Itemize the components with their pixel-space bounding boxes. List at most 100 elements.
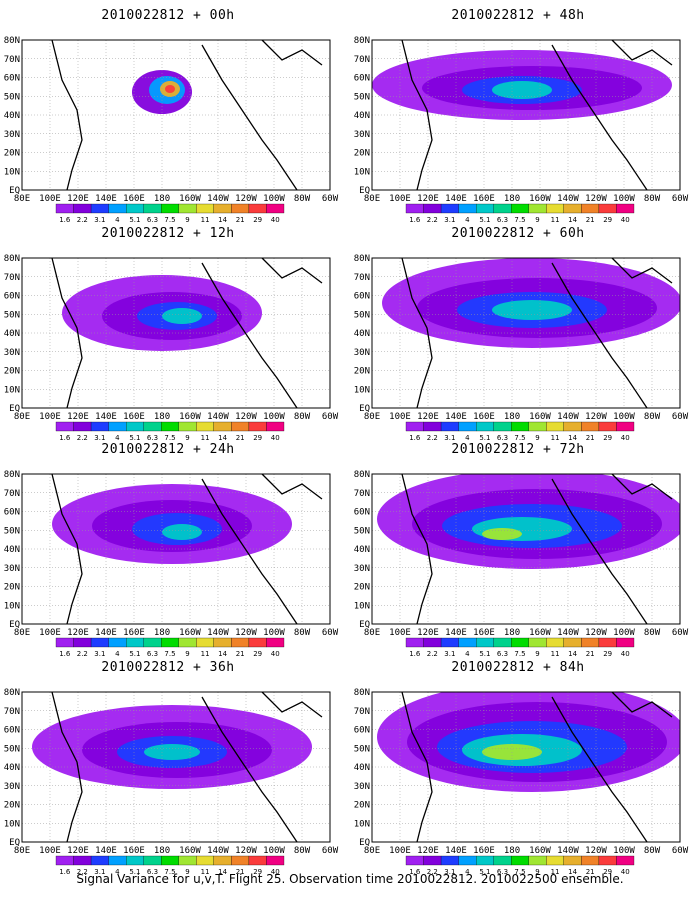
lon-label: 100E (389, 194, 411, 204)
colorbar-label: 5.1 (479, 216, 490, 224)
lat-label: 30N (354, 348, 370, 358)
lat-label: 40N (4, 763, 20, 773)
lon-label: 100W (263, 412, 285, 422)
colorbar-label: 3.1 (94, 868, 105, 876)
lon-label: 160E (473, 846, 495, 856)
colorbar-label: 6.3 (497, 216, 508, 224)
colorbar-label: 9 (185, 868, 189, 876)
colorbar-swatch (405, 203, 424, 214)
colorbar-label: 1.6 (59, 216, 71, 224)
lat-label: EQ (9, 186, 20, 196)
panel-00h: 2010022812 + 00h 80N 70N 60N 50N 40N 30N 20N 10… (4, 8, 348, 224)
lat-label: 40N (4, 329, 20, 339)
colorbar-label: 11 (201, 868, 210, 876)
colorbar-swatch (511, 421, 529, 432)
lat-label: 80N (354, 36, 370, 46)
colorbar-swatch (493, 855, 512, 866)
lon-label: 140W (557, 628, 579, 638)
colorbar-swatch (598, 855, 617, 866)
colorbar-swatch (458, 421, 477, 432)
lat-label: 40N (4, 545, 20, 555)
colorbar-label: 5.1 (479, 868, 490, 876)
coastline (51, 691, 323, 843)
coastline (401, 691, 673, 843)
colorbar-swatch (55, 203, 74, 214)
colorbar-label: 29 (603, 434, 612, 442)
colorbar-swatch (423, 637, 442, 648)
lon-label: 120E (417, 628, 439, 638)
lon-label: 160E (123, 194, 145, 204)
colorbar-label: 40 (621, 434, 630, 442)
lon-label: 120E (67, 628, 89, 638)
colorbar-label: 6.3 (147, 868, 158, 876)
colorbar-swatch (213, 421, 232, 432)
colorbar-swatch (143, 203, 162, 214)
lat-label: 50N (354, 310, 370, 320)
lat-label: 20N (4, 367, 20, 377)
lat-label: 50N (4, 310, 20, 320)
colorbar-swatch (248, 421, 267, 432)
colorbar-label: 40 (271, 434, 280, 442)
colorbar-label: 11 (551, 216, 560, 224)
colorbar-swatch (108, 203, 127, 214)
lat-label: 20N (354, 801, 370, 811)
lon-label: 140W (207, 194, 229, 204)
panel-24h: 2010022812 + 24h 80N 70N 60N 50N 40N 30N 20N 10… (4, 442, 348, 658)
lon-label: 80E (364, 628, 380, 638)
colorbar-swatch (161, 203, 179, 214)
colorbar-label: 11 (201, 650, 210, 658)
colorbar-swatch (546, 203, 564, 214)
lon-label: 60W (322, 846, 339, 856)
colorbar-swatch (423, 421, 442, 432)
colorbar-label: 7.5 (514, 650, 525, 658)
colorbar-swatch (143, 855, 162, 866)
coastline (51, 257, 323, 409)
colorbar-label: 21 (236, 434, 245, 442)
colorbar-label: 21 (236, 650, 245, 658)
lon-label: 100W (613, 194, 635, 204)
colorbar-swatch (616, 421, 635, 432)
colorbar-label: 6.3 (497, 650, 508, 658)
lat-label: 30N (354, 564, 370, 574)
colorbar-swatch (563, 421, 582, 432)
colorbar-label: 40 (271, 650, 280, 658)
colorbar-label: 29 (253, 434, 262, 442)
lat-label: 20N (4, 583, 20, 593)
colorbar-label: 21 (236, 868, 245, 876)
panel-title: 2010022812 + 60h (451, 226, 585, 241)
lon-label: 120E (417, 194, 439, 204)
lat-label: 70N (4, 273, 20, 283)
lat-label: 80N (4, 36, 20, 46)
lon-label: 60W (322, 412, 339, 422)
colorbar-swatch (563, 637, 582, 648)
colorbar-swatch (73, 421, 92, 432)
colorbar-swatch (511, 855, 529, 866)
lon-label: 140W (557, 194, 579, 204)
panel-84h: 2010022812 + 84h 80N 70N 60N 50N 40N 30N 20N 10… (354, 660, 698, 876)
lon-label: 80W (644, 412, 661, 422)
lon-label: 60W (672, 628, 689, 638)
colorbar-label: 4 (115, 868, 120, 876)
lon-label: 80E (14, 412, 30, 422)
lon-label: 160E (473, 628, 495, 638)
colorbar-label: 14 (568, 868, 577, 876)
colorbar-label: 3.1 (94, 650, 105, 658)
lon-label: 160W (179, 846, 201, 856)
colorbar-swatch (196, 637, 214, 648)
lon-label: 160W (179, 628, 201, 638)
lon-label: 160W (529, 194, 551, 204)
lat-label: EQ (359, 186, 370, 196)
colorbar-swatch (546, 855, 564, 866)
lat-label: EQ (9, 838, 20, 848)
colorbar-label: 4 (465, 650, 470, 658)
colorbar-label: 29 (253, 216, 262, 224)
colorbar-label: 9 (535, 216, 539, 224)
lon-label: 140E (95, 846, 117, 856)
lat-label: 30N (4, 130, 20, 140)
colorbar-label: 7.5 (514, 868, 525, 876)
lon-label: 100W (613, 412, 635, 422)
panel-title: 2010022812 + 84h (451, 660, 585, 675)
lat-label: 60N (354, 726, 370, 736)
colorbar-swatch (511, 637, 529, 648)
